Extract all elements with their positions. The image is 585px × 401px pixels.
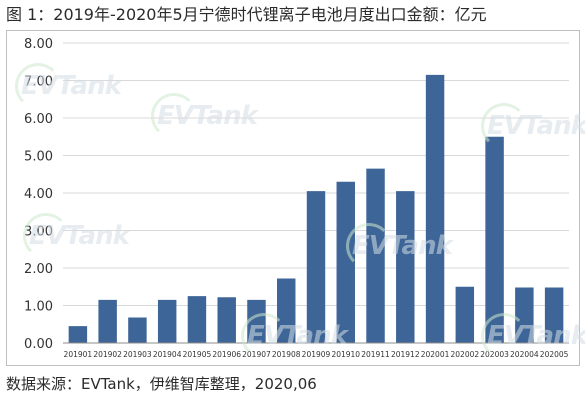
- x-tick-label: 201910: [331, 350, 360, 359]
- y-tick-label: 1.00: [24, 300, 53, 315]
- bars: [68, 74, 564, 343]
- y-tick-label: 3.00: [24, 225, 53, 240]
- bar-201911: [366, 168, 385, 343]
- bar-201902: [98, 299, 117, 343]
- x-tick-label: 201907: [242, 350, 271, 359]
- y-tick-labels: 0.00 1.00 2.00 3.00 4.00 5.00 6.00 7.00 8.00: [24, 37, 53, 352]
- x-tick-label: 202001: [421, 350, 450, 359]
- bar-202005: [544, 287, 564, 343]
- bar-201905: [187, 296, 207, 343]
- x-tick-label: 201903: [123, 350, 152, 359]
- bar-chart: 0.00 1.00 2.00 3.00 4.00 5.00 6.00 7.00 8.00 201…: [24, 37, 569, 359]
- bar-201906: [217, 297, 236, 343]
- bar-201907: [247, 299, 266, 343]
- bar-201904: [157, 299, 177, 343]
- x-tick-label: 201909: [302, 350, 331, 359]
- bar-202002: [455, 286, 475, 343]
- bar-201903: [128, 317, 147, 343]
- bar-202004: [515, 287, 534, 343]
- x-tick-label: 201911: [361, 350, 390, 359]
- x-tick-label: 201905: [183, 350, 212, 359]
- bar-201909: [306, 191, 326, 343]
- x-tick-label: 201908: [272, 350, 301, 359]
- y-tick-label: 0.00: [24, 337, 53, 352]
- y-tick-label: 4.00: [24, 187, 53, 202]
- x-tick-label: 202003: [480, 350, 509, 359]
- x-tick-labels: 201901 201902 201903 201904 201905 201906 2019…: [64, 350, 569, 359]
- x-tick-label: 202002: [451, 350, 480, 359]
- bar-201901: [68, 326, 88, 343]
- bar-202001: [425, 74, 445, 343]
- bar-202003: [485, 136, 504, 343]
- y-tick-label: 7.00: [24, 75, 53, 90]
- x-tick-label: 202005: [540, 350, 569, 359]
- y-tick-label: 8.00: [24, 37, 53, 52]
- x-tick-label: 201912: [391, 350, 420, 359]
- data-source-note: 数据来源：EVTank，伊维智库整理，2020,06: [6, 375, 317, 393]
- x-tick-label: 201902: [93, 350, 122, 359]
- x-tick-label: 201904: [153, 350, 182, 359]
- bar-201912: [396, 191, 415, 343]
- bar-201910: [336, 181, 355, 343]
- x-tick-label: 201906: [212, 350, 241, 359]
- y-tick-label: 5.00: [24, 150, 53, 165]
- chart-frame: 0.00 1.00 2.00 3.00 4.00 5.00 6.00 7.00 8.00 201…: [6, 30, 585, 366]
- x-tick-label: 201901: [64, 350, 93, 359]
- x-tick-label: 202004: [510, 350, 539, 359]
- chart-title: 图 1：2019年-2020年5月宁德时代锂离子电池月度出口金额：亿元: [6, 5, 487, 24]
- y-tick-label: 6.00: [24, 112, 53, 127]
- bar-201908: [277, 278, 296, 343]
- y-tick-label: 2.00: [24, 262, 53, 277]
